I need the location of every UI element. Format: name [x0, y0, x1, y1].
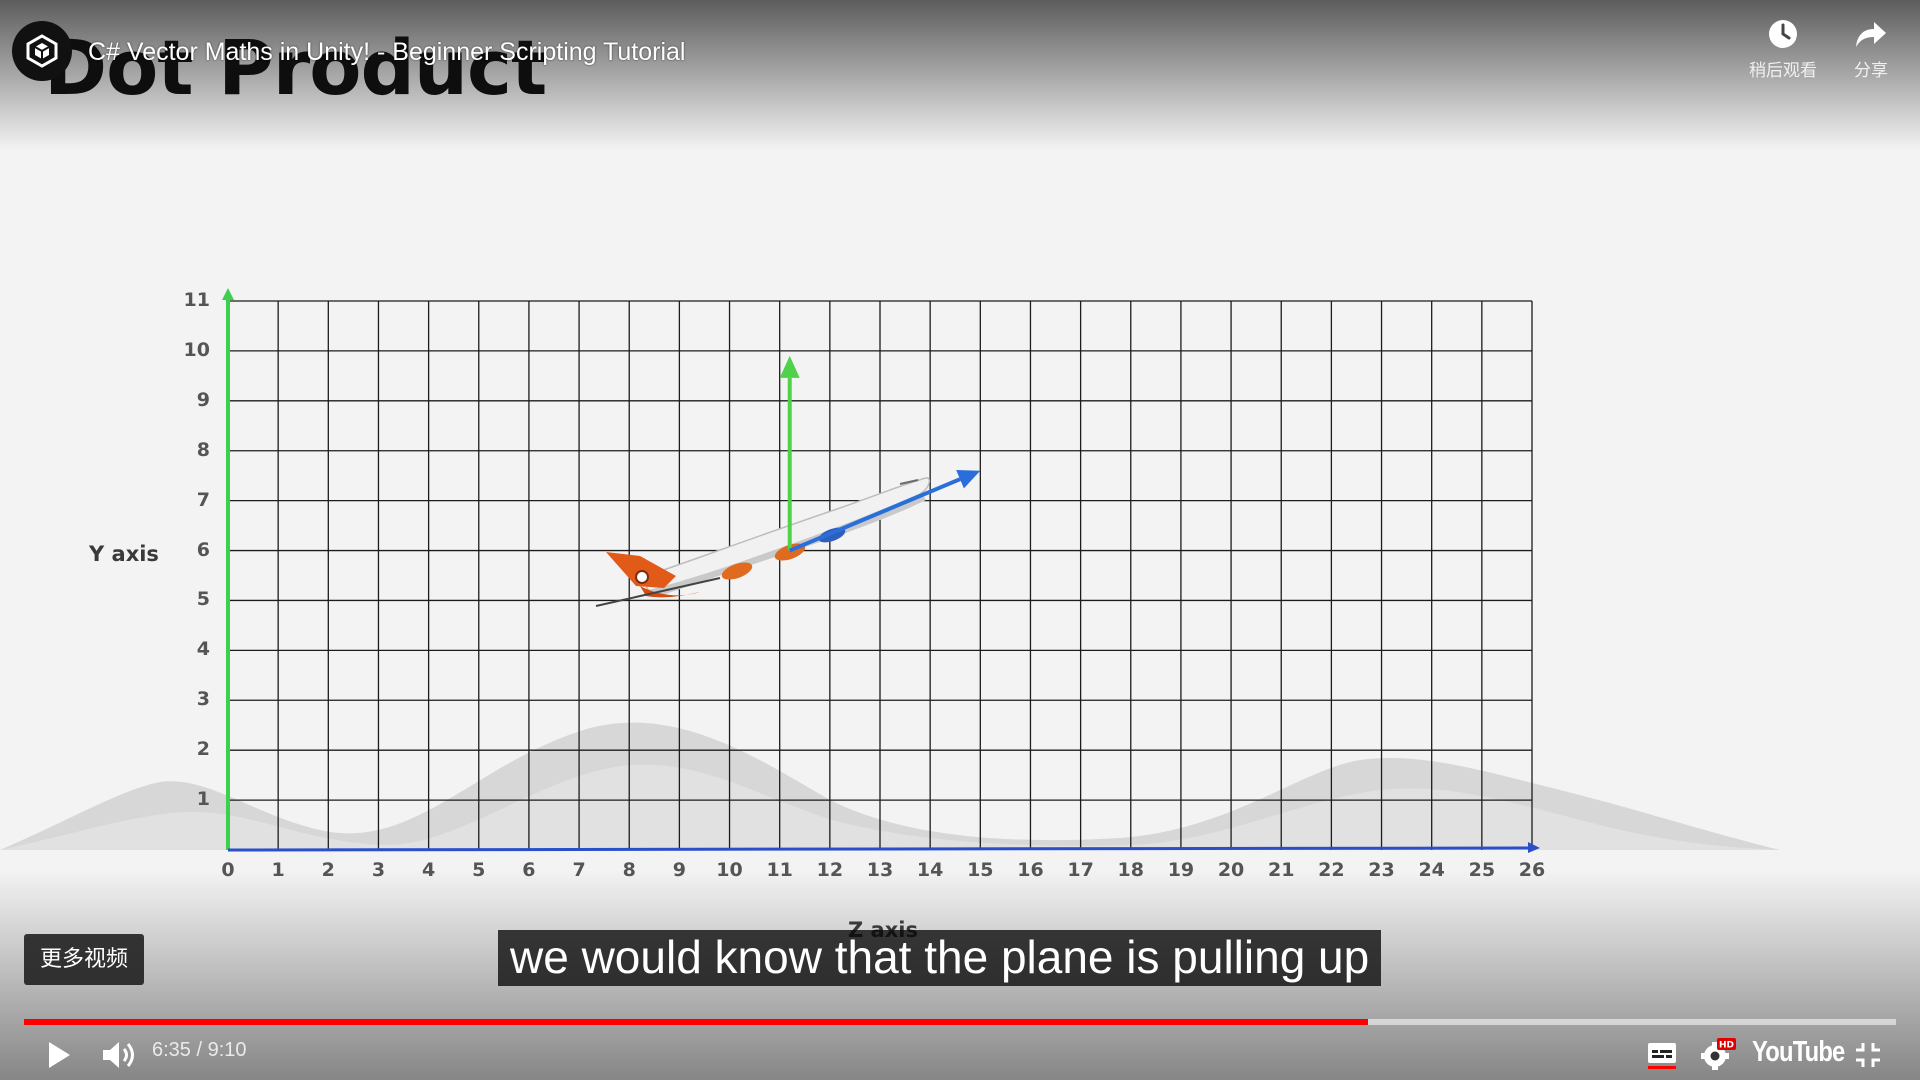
x-tick-label: 2 [321, 859, 335, 881]
slide-title: Dot Product [44, 23, 547, 112]
play-icon [49, 1042, 70, 1068]
play-button[interactable] [40, 1036, 78, 1074]
x-tick-label: 21 [1267, 859, 1295, 881]
x-tick-label: 25 [1468, 859, 1496, 881]
x-tick-label: 13 [866, 859, 894, 881]
x-tick-label: 10 [716, 859, 743, 881]
vector-1-arrowhead [956, 469, 981, 489]
y-tick-label: 1 [196, 788, 210, 811]
y-tick-label: 4 [196, 638, 210, 661]
time-display: 6:35 / 9:10 [152, 1039, 247, 1061]
subtitle-caption: we would know that the plane is pulling … [498, 930, 1382, 986]
x-tick-label: 4 [421, 859, 436, 881]
x-tick-label: 17 [1067, 859, 1094, 881]
x-tick-label: 0 [221, 859, 235, 881]
x-tick-label: 7 [572, 859, 586, 881]
video-title[interactable]: C# Vector Maths in Unity! - Beginner Scr… [88, 38, 686, 66]
subtitles-button[interactable] [1644, 1037, 1680, 1073]
y-tick-label: 6 [196, 538, 210, 561]
share-icon [1856, 22, 1886, 47]
share-button[interactable]: 分享 [1826, 18, 1916, 81]
x-tick-label: 3 [371, 859, 386, 881]
x-tick-label: 11 [766, 859, 793, 881]
y-axis-label: Y axis [89, 542, 159, 566]
y-tick-label: 2 [196, 738, 210, 761]
z-axis-arrowhead [1528, 842, 1540, 853]
airplane-image [595, 477, 931, 607]
y-tick-label: 9 [196, 388, 210, 411]
watch-later-label: 稍后观看 [1749, 61, 1817, 81]
x-tick-label: 22 [1318, 859, 1345, 881]
x-tick-label: 9 [672, 859, 686, 881]
share-label: 分享 [1854, 61, 1888, 81]
clock-icon [1769, 20, 1797, 48]
exit-fullscreen-button[interactable] [1850, 1038, 1886, 1072]
x-tick-label: 24 [1418, 859, 1445, 881]
x-tick-label: 6 [522, 859, 536, 881]
x-tick-label: 8 [622, 859, 636, 881]
x-tick-label: 16 [1017, 859, 1044, 881]
unity-logo-icon [26, 34, 58, 68]
x-tick-label: 12 [816, 859, 844, 881]
exit-fullscreen-icon [1856, 1043, 1880, 1067]
watch-later-button[interactable]: 稍后观看 [1738, 18, 1828, 81]
settings-button[interactable]: HD [1698, 1034, 1738, 1074]
hd-badge: HD [1719, 1041, 1734, 1051]
y-tick-label: 5 [196, 588, 210, 611]
x-tick-label: 19 [1167, 859, 1195, 881]
subtitles-icon [1648, 1043, 1676, 1069]
x-tick-label: 1 [271, 859, 285, 881]
x-tick-label: 14 [916, 859, 944, 881]
volume-icon [103, 1042, 134, 1068]
vector-1-shaft [788, 477, 961, 553]
y-tick-label: 10 [183, 338, 210, 361]
volume-button[interactable] [98, 1036, 140, 1074]
y-tick-label: 8 [196, 438, 210, 461]
x-tick-label: 23 [1368, 859, 1395, 881]
x-tick-label: 15 [967, 859, 994, 881]
x-tick-label: 26 [1518, 859, 1546, 881]
chart-axes [222, 288, 1540, 853]
y-tick-label: 7 [196, 488, 210, 511]
z-axis-line [227, 846, 1533, 852]
settings-icon: HD [1701, 1038, 1736, 1070]
progress-played [24, 1019, 1369, 1025]
chart-vectors [779, 355, 981, 553]
youtube-logo[interactable]: YouTube [1752, 1036, 1845, 1068]
chart-grid [228, 300, 1533, 850]
x-tick-label: 5 [472, 859, 486, 881]
progress-bar[interactable] [24, 1019, 1896, 1025]
x-tick-label: 20 [1217, 859, 1245, 881]
y-axis-arrowhead [222, 288, 234, 300]
more-videos-button[interactable]: 更多视频 [24, 934, 145, 985]
y-tick-label: 11 [183, 289, 210, 311]
channel-logo[interactable] [12, 21, 72, 81]
x-tick-label: 18 [1117, 859, 1144, 881]
vector-0-arrowhead [779, 355, 800, 378]
y-tick-label: 3 [196, 688, 210, 711]
